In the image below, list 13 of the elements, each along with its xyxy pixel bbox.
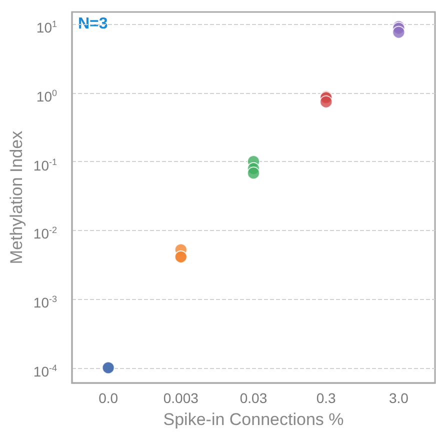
x-tick-label: 0.003 — [163, 390, 199, 406]
x-tick-label: 0.3 — [316, 390, 336, 406]
y-axis-title: Methylation Index — [7, 130, 26, 264]
x-axis-title: Spike-in Connections % — [163, 410, 344, 429]
y-tick-label: 10$^{1}$ — [36, 18, 57, 37]
y-tick-label: 10$^{-1}$ — [33, 156, 57, 174]
x-tick-label: 0.0 — [98, 390, 118, 406]
y-tick-label: 10$^{-4}$ — [33, 362, 57, 380]
x-tick-label: 0.03 — [240, 390, 268, 406]
x-tick-label: 3.0 — [388, 390, 409, 406]
y-tick-label: 10$^{-3}$ — [33, 293, 57, 312]
y-tick-label: 10$^{-2}$ — [33, 224, 57, 243]
y-tick-label: 10$^{0}$ — [36, 86, 57, 106]
